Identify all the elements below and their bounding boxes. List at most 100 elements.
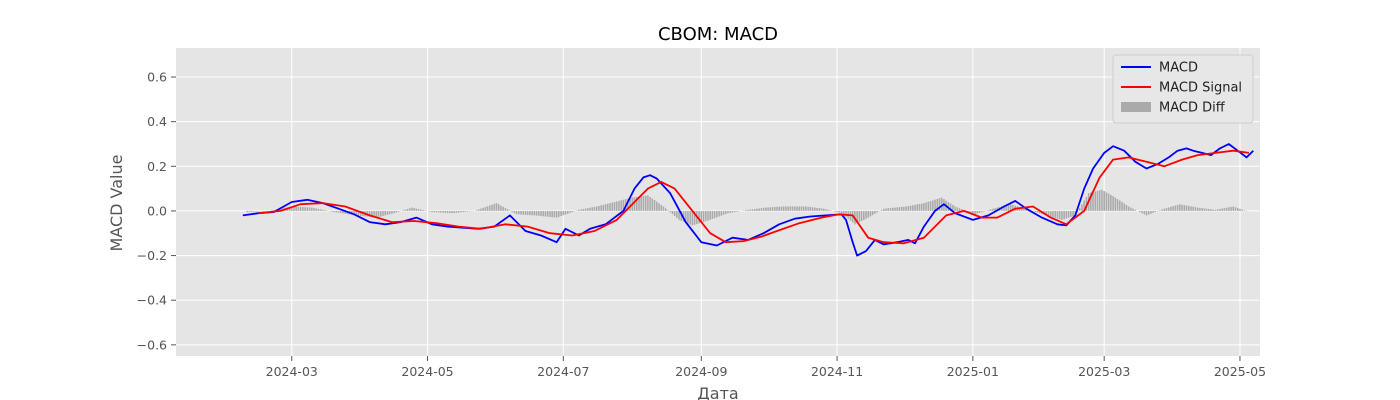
- macd-diff-bar: [562, 210, 565, 216]
- macd-diff-bar: [371, 210, 373, 218]
- macd-diff-bar: [1174, 205, 1177, 211]
- macd-diff-bar: [676, 210, 678, 218]
- macd-diff-bar: [918, 203, 921, 211]
- x-tick-label: 2024-05: [401, 364, 453, 379]
- macd-diff-bar: [758, 208, 760, 211]
- macd-diff-bar: [680, 210, 683, 221]
- macd-diff-bar: [518, 210, 520, 215]
- macd-diff-bar: [1092, 191, 1094, 211]
- macd-diff-bar: [658, 203, 660, 211]
- macd-diff-bar: [344, 210, 346, 214]
- macd-diff-bar: [411, 207, 413, 211]
- macd-diff-bar: [887, 208, 890, 211]
- x-tick-label: 2024-07: [537, 364, 589, 379]
- macd-diff-bar: [558, 210, 560, 217]
- macd-diff-bar: [506, 209, 509, 211]
- macd-diff-bar: [515, 210, 518, 215]
- macd-diff-bar: [393, 210, 395, 214]
- macd-diff-bar: [1130, 207, 1132, 211]
- macd-diff-bar: [1065, 210, 1068, 219]
- macd-diff-bar: [809, 207, 812, 211]
- macd-diff-bar: [546, 210, 549, 217]
- macd-diff-bar: [711, 210, 714, 220]
- macd-diff-bar: [540, 210, 542, 217]
- macd-diff-bar: [807, 206, 809, 211]
- macd-diff-bar: [909, 205, 912, 211]
- macd-diff-bar: [589, 207, 591, 211]
- macd-diff-bar: [373, 210, 375, 218]
- macd-diff-bar: [1036, 210, 1039, 213]
- macd-diff-bar: [702, 210, 705, 222]
- macd-diff-bar: [1150, 210, 1152, 214]
- macd-diff-bar: [1056, 210, 1059, 219]
- macd-diff-bar: [1096, 190, 1099, 211]
- legend-label: MACD: [1159, 61, 1198, 76]
- legend-label: MACD Diff: [1159, 101, 1226, 116]
- macd-diff-bar: [587, 208, 589, 211]
- macd-diff-bar: [582, 208, 585, 211]
- macd-diff-bar: [535, 210, 538, 216]
- macd-diff-bar: [687, 210, 689, 224]
- macd-diff-bar: [442, 210, 444, 213]
- macd-diff-bar: [317, 208, 320, 211]
- macd-diff-bar: [560, 210, 562, 217]
- macd-diff-bar: [357, 210, 360, 216]
- macd-diff-bar: [1049, 210, 1052, 217]
- macd-diff-bar: [391, 210, 393, 214]
- macd-diff-bar: [1234, 207, 1237, 211]
- macd-diff-bar: [818, 208, 821, 211]
- macd-diff-bar: [304, 207, 306, 211]
- macd-diff-bar: [725, 210, 727, 214]
- y-tick-label: 0.4: [147, 114, 167, 129]
- macd-diff-bar: [1183, 205, 1186, 211]
- macd-diff-bar: [564, 210, 567, 215]
- macd-diff-bar: [464, 210, 467, 212]
- macd-diff-bar: [836, 210, 838, 213]
- macd-diff-bar: [994, 208, 996, 211]
- macd-diff-bar: [689, 210, 691, 225]
- macd-diff-bar: [1112, 196, 1114, 211]
- macd-diff-bar: [691, 210, 694, 226]
- macd-diff-bar: [874, 210, 876, 214]
- macd-diff-bar: [504, 208, 507, 211]
- macd-diff-bar: [980, 210, 983, 213]
- macd-diff-bar: [484, 207, 487, 211]
- macd-diff-bar: [310, 207, 313, 211]
- macd-diff-bar: [929, 201, 932, 211]
- macd-diff-bar: [1009, 204, 1012, 211]
- macd-diff-bar: [651, 198, 654, 211]
- macd-diff-bar: [894, 207, 896, 211]
- macd-diff-bar: [335, 210, 338, 213]
- macd-diff-bar: [273, 210, 275, 211]
- macd-diff-bar: [1228, 207, 1230, 211]
- macd-diff-bar: [1141, 210, 1143, 214]
- macd-diff-bar: [811, 207, 814, 211]
- macd-diff-bar: [475, 210, 478, 211]
- macd-diff-bar: [1194, 207, 1197, 211]
- macd-diff-bar: [989, 209, 992, 211]
- macd-diff-bar: [978, 210, 981, 213]
- macd-diff-bar: [497, 204, 500, 211]
- macd-diff-bar: [1147, 210, 1150, 215]
- macd-diff-bar: [938, 198, 941, 211]
- macd-diff-bar: [885, 208, 887, 211]
- macd-diff-bar: [753, 208, 756, 211]
- macd-diff-bar: [796, 206, 798, 211]
- macd-diff-bar: [395, 210, 398, 213]
- macd-diff-bar: [1192, 206, 1195, 211]
- macd-diff-bar: [898, 207, 901, 211]
- macd-diff-bar: [466, 210, 469, 212]
- macd-diff-bar: [1081, 204, 1083, 211]
- macd-diff-bar: [820, 208, 823, 211]
- macd-diff-bar: [607, 203, 609, 211]
- macd-diff-bar: [1216, 209, 1219, 211]
- macd-diff-bar: [1054, 210, 1056, 218]
- macd-diff-bar: [415, 208, 418, 211]
- series-lines: [242, 143, 1254, 257]
- macd-diff-bar: [386, 210, 389, 215]
- macd-diff-bar: [299, 206, 302, 211]
- macd-diff-bar: [709, 210, 711, 220]
- macd-diff-bar: [767, 207, 769, 211]
- macd-diff-bar: [1058, 210, 1061, 220]
- macd-diff-bar: [1012, 204, 1014, 211]
